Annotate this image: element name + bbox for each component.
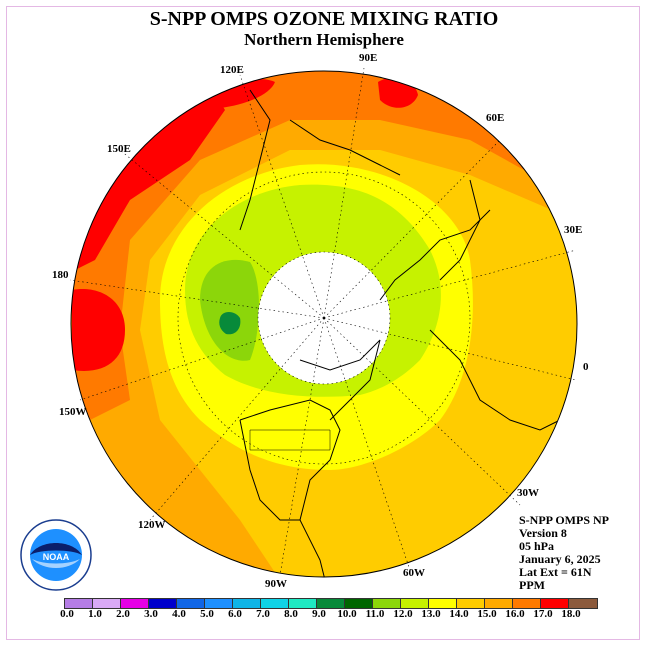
lon-label-120e: 120E — [220, 64, 244, 76]
pressure-level: 05 hPa — [519, 539, 555, 553]
colorbar — [64, 598, 598, 609]
colorbar-tick-label: 5.0 — [200, 608, 214, 620]
colorbar-swatch — [93, 599, 121, 608]
colorbar-swatch — [569, 599, 597, 608]
colorbar-tick-label: 9.0 — [312, 608, 326, 620]
colorbar-swatch — [345, 599, 373, 608]
noaa-logo-text: NOAA — [43, 552, 70, 562]
colorbar-tick-label: 12.0 — [393, 608, 413, 620]
lon-label-30e: 30E — [564, 224, 582, 236]
longitude-labels: 120E 90E 60E 150E 30E 180 0 150W 30W 120… — [52, 52, 589, 590]
colorbar-tick-label: 7.0 — [256, 608, 270, 620]
colorbar-tick-label: 17.0 — [533, 608, 553, 620]
coastlines — [239, 89, 561, 577]
noaa-logo: NOAA — [20, 519, 92, 591]
latitude-extent: Lat Ext = 61N — [519, 565, 592, 579]
colorbar-tick-label: 0.0 — [60, 608, 74, 620]
colorbar-swatch — [429, 599, 457, 608]
observation-date: January 6, 2025 — [519, 552, 601, 566]
lon-label-180: 180 — [52, 269, 69, 281]
graticule — [69, 67, 577, 576]
colorbar-swatch — [261, 599, 289, 608]
lon-label-60w: 60W — [403, 567, 425, 579]
product-version: Version 8 — [519, 526, 567, 540]
colorbar-swatch — [289, 599, 317, 608]
lon-label-150w: 150W — [59, 406, 87, 418]
colorbar-tick-label: 11.0 — [365, 608, 385, 620]
ozone-field — [71, 71, 577, 577]
colorbar-tick-label: 13.0 — [421, 608, 441, 620]
colorbar-swatch — [401, 599, 429, 608]
colorbar-tick-label: 18.0 — [561, 608, 581, 620]
units-label: PPM — [519, 578, 545, 592]
colorbar-tick-label: 14.0 — [449, 608, 469, 620]
colorbar-swatch — [513, 599, 541, 608]
lon-label-60e: 60E — [486, 112, 504, 124]
colorbar-swatch — [205, 599, 233, 608]
colorbar-swatch — [177, 599, 205, 608]
colorbar-tick-label: 16.0 — [505, 608, 525, 620]
product-info: S-NPP OMPS NP Version 8 05 hPa January 6… — [519, 514, 609, 592]
colorbar-swatch — [373, 599, 401, 608]
colorbar-swatch — [541, 599, 569, 608]
lon-label-30w: 30W — [517, 487, 539, 499]
colorbar-tick-label: 8.0 — [284, 608, 298, 620]
colorbar-swatch — [485, 599, 513, 608]
colorbar-swatch — [457, 599, 485, 608]
lon-label-90w: 90W — [265, 578, 287, 590]
figure-frame — [6, 6, 640, 640]
colorbar-tick-label: 15.0 — [477, 608, 497, 620]
map-title: S-NPP OMPS OZONE MIXING RATIO — [149, 8, 499, 30]
colorbar-tick-label: 10.0 — [337, 608, 357, 620]
colorbar-tick-label: 2.0 — [116, 608, 130, 620]
product-name: S-NPP OMPS NP — [519, 513, 609, 527]
lon-label-150e: 150E — [107, 143, 131, 155]
colorbar-tick-label: 6.0 — [228, 608, 242, 620]
colorbar-tick-label: 1.0 — [88, 608, 102, 620]
colorbar-swatch — [317, 599, 345, 608]
colorbar-tick-label: 4.0 — [172, 608, 186, 620]
map-border — [70, 70, 578, 578]
colorbar-swatch — [233, 599, 261, 608]
colorbar-tick-label: 3.0 — [144, 608, 158, 620]
map-subtitle: Northern Hemisphere — [244, 30, 404, 49]
colorbar-tick-labels: 0.0 1.0 2.0 3.0 4.0 5.0 6.0 7.0 8.0 9.0 10.0 11.0 12… — [50, 608, 610, 622]
colorbar-swatch — [149, 599, 177, 608]
lon-label-120w: 120W — [138, 519, 166, 531]
colorbar-swatch — [65, 599, 93, 608]
lon-label-0: 0 — [583, 361, 589, 373]
colorbar-swatch — [121, 599, 149, 608]
lon-label-90e: 90E — [359, 52, 377, 64]
